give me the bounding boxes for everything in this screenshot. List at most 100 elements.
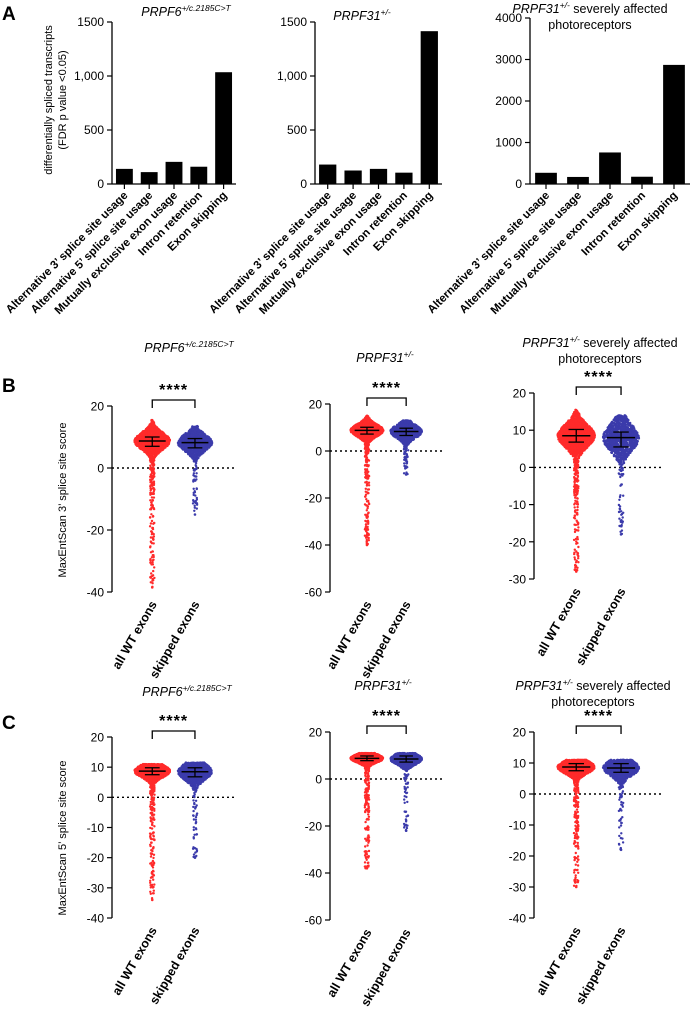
data-point xyxy=(150,466,153,469)
data-point xyxy=(200,449,204,453)
data-point xyxy=(193,513,197,516)
data-point xyxy=(149,499,152,502)
data-point xyxy=(190,431,194,434)
title-b3: PRPF31+/- severely affectedphotoreceptor… xyxy=(522,334,677,366)
y-tick-label: 0 xyxy=(515,177,522,191)
data-point xyxy=(195,502,199,505)
data-point xyxy=(365,474,369,477)
data-point xyxy=(188,439,192,442)
data-point xyxy=(193,426,197,430)
data-point xyxy=(368,423,372,427)
title-a1: PRPF6+/c.2185C>T xyxy=(141,3,231,19)
data-point xyxy=(166,441,169,445)
data-point xyxy=(193,504,196,507)
data-point xyxy=(135,443,138,446)
y-tick-label: 1,000 xyxy=(74,69,104,83)
title-a1-text: PRPF6+/c.2185C>T xyxy=(141,3,231,19)
data-point xyxy=(200,433,204,436)
data-point xyxy=(195,478,198,481)
data-point xyxy=(149,545,152,548)
y-tick-label: 20 xyxy=(91,400,105,414)
data-point xyxy=(366,488,370,491)
data-point xyxy=(149,522,153,525)
data-point xyxy=(166,435,169,439)
title-b3-line2: photoreceptors xyxy=(558,352,641,366)
data-point xyxy=(139,436,142,440)
data-point xyxy=(366,500,370,503)
data-point xyxy=(353,425,356,429)
data-point xyxy=(150,421,154,425)
data-point xyxy=(373,424,377,427)
data-point xyxy=(145,427,149,431)
y-tick-label: -20 xyxy=(305,492,323,506)
data-point xyxy=(144,430,148,433)
data-point xyxy=(365,509,368,512)
data-point xyxy=(149,489,152,492)
y-tick-label: 500 xyxy=(287,123,307,137)
data-point xyxy=(379,431,383,435)
data-point xyxy=(157,449,161,453)
panel-letter-b: B xyxy=(2,376,16,397)
data-point xyxy=(150,483,153,487)
title-c1-text: PRPF6+/c.2185C>T xyxy=(142,683,232,699)
significance-label: **** xyxy=(159,382,188,399)
data-point xyxy=(367,522,370,525)
data-point xyxy=(364,451,367,454)
data-point xyxy=(365,498,368,501)
data-point xyxy=(145,451,148,455)
data-point xyxy=(154,428,157,432)
data-point xyxy=(152,480,156,483)
data-point xyxy=(197,456,200,460)
data-point xyxy=(182,439,185,443)
data-point xyxy=(364,523,368,526)
data-point xyxy=(149,536,153,539)
y-tick-label: 2000 xyxy=(495,94,522,108)
data-point xyxy=(192,487,195,490)
y-tick-label: -40 xyxy=(305,539,323,553)
data-point xyxy=(158,433,161,436)
data-point xyxy=(364,468,367,471)
title-b2-text: PRPF31+/- xyxy=(356,349,414,365)
data-point xyxy=(155,452,159,455)
y-tick-label: -60 xyxy=(305,586,323,600)
data-point xyxy=(364,439,367,442)
y-tick-label: 1500 xyxy=(77,15,104,29)
data-point xyxy=(194,475,197,478)
y-tick-label: 20 xyxy=(309,398,323,412)
data-point xyxy=(354,432,358,436)
data-point xyxy=(204,447,208,451)
data-point xyxy=(365,520,368,523)
data-point xyxy=(367,464,370,467)
data-point xyxy=(377,426,380,429)
series-1 xyxy=(349,414,385,547)
bar-3 xyxy=(369,168,388,184)
panel-a-ylabel-line1: differentially spliced transcripts xyxy=(43,25,55,175)
series-2 xyxy=(389,419,423,476)
data-point xyxy=(151,527,155,531)
bar-4 xyxy=(190,166,208,184)
title-a2: PRPF31+/- xyxy=(333,7,391,23)
y-tick-label: 0 xyxy=(300,177,307,191)
data-point xyxy=(153,566,156,569)
data-point xyxy=(193,429,197,433)
data-point xyxy=(364,443,367,447)
data-point xyxy=(148,525,152,528)
x-tick-label: Alternative 5’ splice site usage xyxy=(233,190,359,316)
data-point xyxy=(161,433,165,437)
data-point xyxy=(150,431,153,434)
data-point xyxy=(366,469,369,473)
title-c3: PRPF31+/- severely affectedphotoreceptor… xyxy=(515,677,670,709)
data-point xyxy=(151,514,155,518)
data-point xyxy=(364,490,367,493)
data-point xyxy=(158,447,161,450)
data-point xyxy=(134,437,137,440)
data-point xyxy=(189,444,192,447)
data-point xyxy=(181,446,185,450)
bar-4 xyxy=(395,172,413,184)
data-point xyxy=(152,542,155,545)
data-point xyxy=(197,432,200,435)
x-tick-label: Mutually exclusive exon usage xyxy=(489,190,616,317)
